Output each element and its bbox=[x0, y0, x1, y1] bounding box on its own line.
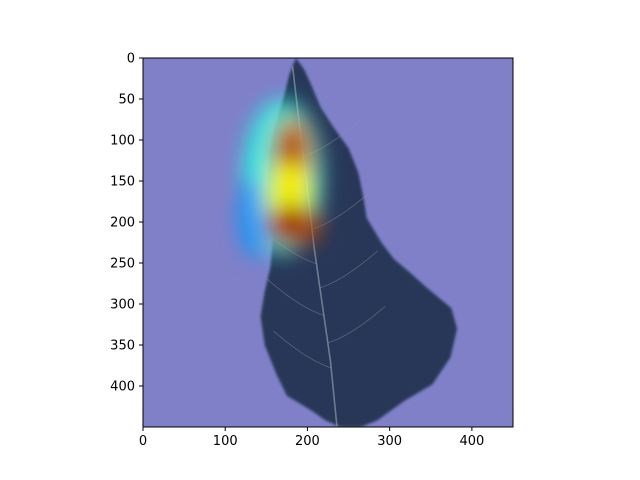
x-tick-label: 100 bbox=[213, 434, 238, 449]
y-tick-label: 150 bbox=[110, 175, 135, 190]
activation-blob bbox=[239, 178, 269, 258]
activation-heatmap bbox=[239, 98, 323, 258]
y-tick-label: 200 bbox=[110, 216, 135, 231]
leaf-vein bbox=[327, 305, 386, 344]
y-tick-label: 0 bbox=[127, 52, 135, 67]
y-tick-label: 250 bbox=[110, 257, 135, 272]
y-tick-label: 50 bbox=[118, 93, 135, 108]
x-tick-label: 0 bbox=[139, 434, 147, 449]
x-tick-label: 300 bbox=[377, 434, 402, 449]
activation-blob bbox=[281, 133, 301, 167]
plot-area bbox=[143, 58, 513, 427]
y-tick-label: 400 bbox=[110, 380, 135, 395]
x-tick-label: 200 bbox=[295, 434, 320, 449]
y-tick-label: 100 bbox=[110, 134, 135, 149]
plot-frame bbox=[142, 57, 514, 428]
y-tick-label: 300 bbox=[110, 298, 135, 313]
leaf-vein bbox=[319, 250, 378, 289]
y-tick-label: 350 bbox=[110, 339, 135, 354]
leaf-vein bbox=[266, 278, 325, 316]
activation-blob bbox=[279, 214, 303, 235]
x-axis: 0 100 200 300 400 bbox=[139, 427, 484, 449]
leaf-vein bbox=[273, 330, 332, 369]
y-axis: 0 50 100 150 200 250 300 350 400 bbox=[110, 52, 143, 395]
x-tick-label: 400 bbox=[459, 434, 484, 449]
